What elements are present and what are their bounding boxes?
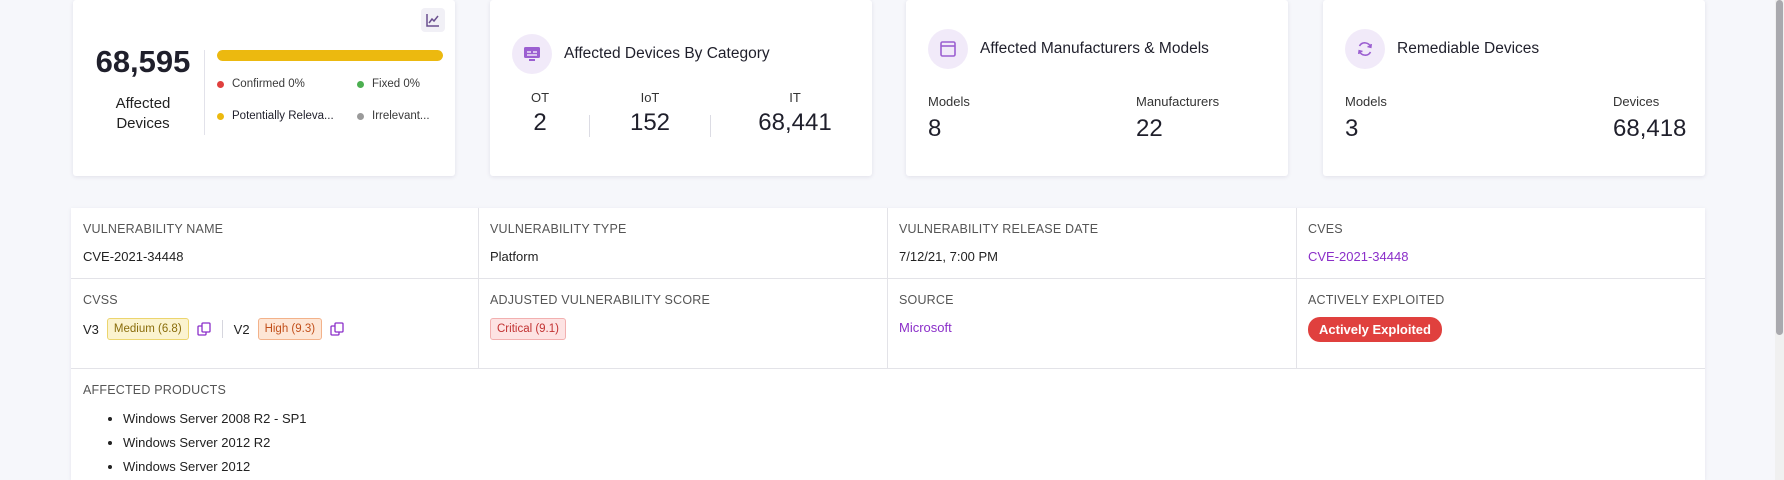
legend-label: Confirmed 0% <box>232 78 305 90</box>
manufacturers-models-card: Affected Manufacturers & Models Models 8… <box>906 0 1288 176</box>
source-cell: SOURCE Microsoft <box>887 279 1296 349</box>
scrollbar[interactable] <box>1775 0 1784 480</box>
field-heading: CVSS <box>83 293 118 307</box>
cve-link[interactable]: CVE-2021-34448 <box>1308 249 1409 264</box>
cvss-v3-label: V3 <box>83 321 99 337</box>
divider <box>589 115 590 137</box>
stat-value: 8 <box>928 115 942 142</box>
list-item: Windows Server 2012 <box>123 455 1693 479</box>
release-date: 7/12/21, 7:00 PM <box>899 249 999 264</box>
affected-devices-card: 68,595 Affected Devices Confirmed 0% Fix… <box>73 0 455 176</box>
scrollbar-thumb[interactable] <box>1776 0 1783 335</box>
vulnerability-type-cell: VULNERABILITY TYPE Platform <box>478 208 887 278</box>
legend-label: Potentially Releva... <box>232 110 334 122</box>
divider <box>71 368 1705 369</box>
legend-confirmed[interactable]: Confirmed 0% <box>217 78 305 90</box>
cvss-cell: CVSS V3 Medium (6.8) V2 High (9.3) <box>71 279 478 354</box>
card-title: Affected Manufacturers & Models <box>980 40 1209 57</box>
stat-label: Models <box>1345 94 1387 109</box>
stat-value: 22 <box>1136 115 1163 142</box>
legend-potentially-relevant[interactable]: Potentially Releva... <box>217 110 334 122</box>
divider <box>1296 208 1297 368</box>
refresh-icon <box>1345 29 1385 69</box>
field-heading: ACTIVELY EXPLOITED <box>1308 293 1445 307</box>
category-label: IoT <box>640 90 660 105</box>
category-value: 152 <box>629 109 671 136</box>
yellow-dot-icon <box>217 112 224 120</box>
red-dot-icon <box>217 80 224 88</box>
remediable-devices-stat[interactable]: Devices 68,418 <box>1613 94 1686 143</box>
actively-exploited-cell: ACTIVELY EXPLOITED Actively Exploited <box>1296 279 1705 356</box>
category-label: IT <box>789 90 801 105</box>
affected-products-cell: AFFECTED PRODUCTS Windows Server 2008 R2… <box>71 369 1705 480</box>
legend-label: Irrelevant... <box>372 110 430 122</box>
list-item: Windows Server 2008 R2 - SP1 <box>123 407 1693 431</box>
progress-fill <box>217 50 443 61</box>
category-value: 68,441 <box>758 109 832 136</box>
vulnerability-name: CVE-2021-34448 <box>83 249 184 264</box>
list-item: Windows Server 2012 R2 <box>123 431 1693 455</box>
category-value: 2 <box>533 109 547 136</box>
relevance-progress-bar <box>217 50 443 61</box>
field-heading: VULNERABILITY NAME <box>83 222 224 236</box>
divider <box>710 115 711 137</box>
cvss-v3-badge: Medium (6.8) <box>106 318 189 340</box>
monitor-icon <box>512 34 552 74</box>
copy-icon[interactable] <box>330 322 344 336</box>
stat-label: Manufacturers <box>1136 94 1220 109</box>
affected-devices-count: 68,595 <box>95 44 191 79</box>
category-ot[interactable]: OT 2 <box>520 90 560 137</box>
category-label: OT <box>530 90 550 105</box>
divider <box>204 50 205 135</box>
category-it[interactable]: IT 68,441 <box>740 90 850 137</box>
cves-cell: CVES CVE-2021-34448 <box>1296 208 1705 278</box>
divider <box>221 320 223 338</box>
stat-value: 68,418 <box>1613 115 1687 142</box>
divider <box>887 208 888 368</box>
window-icon <box>928 29 968 69</box>
cvss-v2-label: V2 <box>233 321 250 337</box>
field-heading: VULNERABILITY TYPE <box>490 222 627 236</box>
adjusted-score-cell: ADJUSTED VULNERABILITY SCORE Critical (9… <box>478 279 887 354</box>
field-heading: CVES <box>1308 222 1343 236</box>
stat-label: Models <box>928 94 970 109</box>
card-title: Affected Devices By Category <box>564 45 770 62</box>
divider <box>71 278 1705 279</box>
field-heading: ADJUSTED VULNERABILITY SCORE <box>490 293 711 307</box>
legend-label: Fixed 0% <box>372 78 420 90</box>
adjusted-score-badge: Critical (9.1) <box>490 318 566 340</box>
field-heading: SOURCE <box>899 293 954 307</box>
gray-dot-icon <box>357 112 364 120</box>
trend-chart-button[interactable] <box>421 8 445 32</box>
stat-value: 3 <box>1345 115 1359 142</box>
affected-devices-label: Affected Devices <box>115 95 171 132</box>
source-link[interactable]: Microsoft <box>899 320 952 335</box>
divider <box>478 208 479 368</box>
card-title: Remediable Devices <box>1397 40 1540 57</box>
legend-irrelevant[interactable]: Irrelevant... <box>357 110 430 122</box>
remediable-models-stat[interactable]: Models 3 <box>1345 94 1387 143</box>
affected-products-list: Windows Server 2008 R2 - SP1 Windows Ser… <box>83 407 1693 479</box>
vulnerability-name-cell: VULNERABILITY NAME CVE-2021-34448 <box>71 208 478 278</box>
stat-label: Devices <box>1613 94 1660 109</box>
vulnerability-details-panel: VULNERABILITY NAME CVE-2021-34448 VULNER… <box>71 208 1705 480</box>
cvss-v2-badge: High (9.3) <box>257 318 323 340</box>
actively-exploited-badge: Actively Exploited <box>1308 317 1442 342</box>
copy-icon[interactable] <box>197 322 211 336</box>
line-chart-icon <box>426 14 439 27</box>
manufacturers-stat[interactable]: Manufacturers 22 <box>1136 94 1219 143</box>
field-heading: AFFECTED PRODUCTS <box>83 383 226 397</box>
field-heading: VULNERABILITY RELEASE DATE <box>899 222 1099 236</box>
devices-by-category-card: Affected Devices By Category OT 2 IoT 15… <box>490 0 872 176</box>
green-dot-icon <box>357 80 364 88</box>
category-iot[interactable]: IoT 152 <box>620 90 680 137</box>
vulnerability-type: Platform <box>490 249 539 264</box>
remediable-devices-card: Remediable Devices Models 3 Devices 68,4… <box>1323 0 1705 176</box>
models-stat[interactable]: Models 8 <box>928 94 970 143</box>
release-date-cell: VULNERABILITY RELEASE DATE 7/12/21, 7:00… <box>887 208 1296 278</box>
legend-fixed[interactable]: Fixed 0% <box>357 78 420 90</box>
